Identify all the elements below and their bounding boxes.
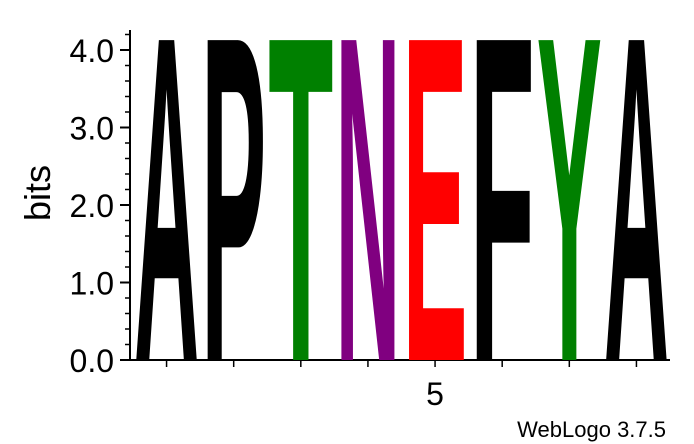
logo-letter-e: E bbox=[403, 0, 468, 444]
logo-letter-a: A bbox=[604, 0, 669, 444]
y-axis-ticks: 0.0 1.0 2.0 3.0 4.0 bbox=[70, 33, 130, 379]
logo-letter-f: F bbox=[470, 0, 535, 444]
y-tick-label: 0.0 bbox=[70, 343, 114, 379]
logo-letter-t: T bbox=[268, 0, 333, 444]
logo-letter-y: Y bbox=[537, 0, 602, 444]
y-axis-label: bits bbox=[17, 165, 58, 221]
x-tick-label: 5 bbox=[426, 376, 444, 412]
y-tick-label: 4.0 bbox=[70, 33, 114, 69]
logo-letter-a: A bbox=[134, 0, 199, 444]
weblogo-credit: WebLogo 3.7.5 bbox=[517, 417, 666, 442]
logo-letter-p: P bbox=[201, 0, 266, 444]
logo-letter-n: N bbox=[335, 0, 400, 444]
y-tick-label: 2.0 bbox=[70, 188, 114, 224]
x-axis-ticks: 5 bbox=[165, 360, 638, 412]
y-tick-label: 3.0 bbox=[70, 111, 114, 147]
y-tick-label: 1.0 bbox=[70, 266, 114, 302]
